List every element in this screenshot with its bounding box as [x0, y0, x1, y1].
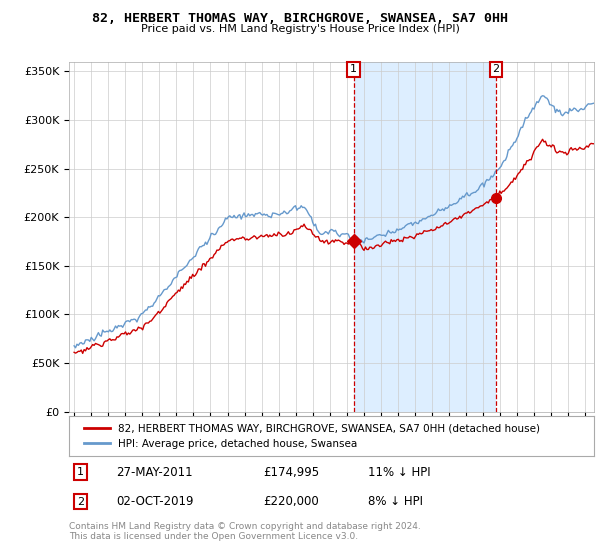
- Text: 2: 2: [77, 497, 84, 507]
- Text: 2: 2: [493, 64, 500, 74]
- Legend: 82, HERBERT THOMAS WAY, BIRCHGROVE, SWANSEA, SA7 0HH (detached house), HPI: Aver: 82, HERBERT THOMAS WAY, BIRCHGROVE, SWAN…: [79, 419, 544, 453]
- Text: 8% ↓ HPI: 8% ↓ HPI: [368, 495, 423, 508]
- Text: £220,000: £220,000: [263, 495, 319, 508]
- Text: Contains HM Land Registry data © Crown copyright and database right 2024.
This d: Contains HM Land Registry data © Crown c…: [69, 522, 421, 542]
- Text: 11% ↓ HPI: 11% ↓ HPI: [368, 465, 431, 479]
- Bar: [353, 62, 496, 412]
- Text: Price paid vs. HM Land Registry's House Price Index (HPI): Price paid vs. HM Land Registry's House …: [140, 24, 460, 34]
- Text: 27-MAY-2011: 27-MAY-2011: [116, 465, 193, 479]
- Text: 82, HERBERT THOMAS WAY, BIRCHGROVE, SWANSEA, SA7 0HH: 82, HERBERT THOMAS WAY, BIRCHGROVE, SWAN…: [92, 12, 508, 25]
- Text: 1: 1: [350, 64, 357, 74]
- Text: 1: 1: [77, 467, 84, 477]
- Text: 02-OCT-2019: 02-OCT-2019: [116, 495, 194, 508]
- Text: £174,995: £174,995: [263, 465, 319, 479]
